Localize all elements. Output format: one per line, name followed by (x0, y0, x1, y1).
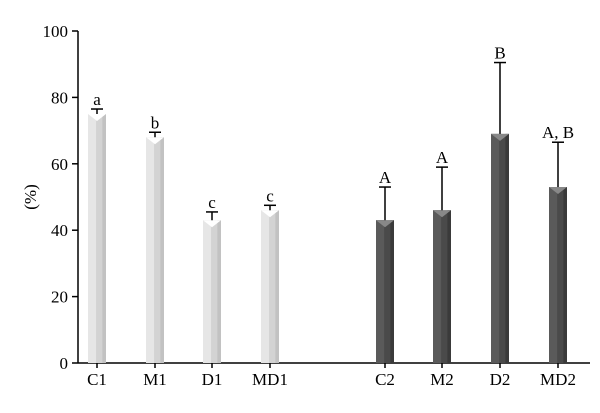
bar (203, 220, 221, 363)
y-tick-label: 60 (51, 155, 68, 174)
bar-highlight (203, 220, 212, 363)
bar (549, 187, 567, 363)
x-axis: C1 M1 D1 MD1 C2 M2 D2 MD2 (78, 362, 590, 389)
error-bar (91, 108, 103, 114)
bar-top-notch (261, 210, 279, 218)
bar-shadow (505, 133, 509, 363)
error-bar (379, 186, 391, 221)
x-tick-label: C2 (375, 370, 395, 389)
significance-label: b (151, 113, 160, 132)
bar-shadow (563, 187, 567, 363)
bar (261, 210, 279, 363)
bar-top-notch (88, 114, 106, 121)
bar-highlight (88, 114, 97, 363)
bar-highlight (146, 137, 155, 363)
bar-highlight (433, 210, 442, 363)
bar-shadow (275, 210, 279, 363)
y-axis-label: (%) (21, 184, 40, 209)
bar (376, 220, 394, 363)
significance-label: c (266, 186, 274, 205)
bar-highlight (549, 187, 558, 363)
y-tick-label: 0 (60, 354, 69, 373)
bar (491, 133, 509, 363)
significance-label: a (93, 90, 101, 109)
x-tick-label: M1 (143, 370, 167, 389)
y-tick-label: 20 (51, 288, 68, 307)
bar-shadow (217, 220, 221, 363)
error-bar (436, 166, 448, 211)
bar-top-notch (146, 137, 164, 145)
bar-shadow (390, 220, 394, 363)
bar-highlight (261, 210, 270, 363)
bars (88, 114, 567, 363)
significance-label: A, B (542, 123, 574, 142)
bar-shadow (102, 114, 106, 363)
y-axis: 0 20 40 60 80 100 (43, 22, 79, 373)
bar (88, 114, 106, 363)
error-bar (552, 141, 564, 188)
bar-top-notch (376, 220, 394, 228)
bar-shadow (160, 137, 164, 363)
significance-label: c (208, 193, 216, 212)
x-tick-label: MD1 (252, 370, 288, 389)
error-bar (494, 61, 506, 134)
error-bar (264, 204, 276, 211)
bar-highlight (491, 133, 500, 363)
bar (433, 210, 451, 363)
x-tick-label: D1 (202, 370, 223, 389)
bar-shadow (447, 210, 451, 363)
error-bar (206, 211, 218, 221)
y-tick-label: 100 (43, 22, 69, 41)
bar-top-notch (203, 220, 221, 228)
x-tick-label: D2 (490, 370, 511, 389)
significance-labels: a b c c A A B A, B (93, 44, 574, 212)
error-bars (91, 61, 564, 221)
bar-top-notch (549, 187, 567, 195)
error-bar (149, 131, 161, 138)
y-tick-label: 40 (51, 221, 68, 240)
x-tick-label: M2 (430, 370, 454, 389)
bar (146, 137, 164, 363)
bar-highlight (376, 220, 385, 363)
significance-label: B (494, 44, 505, 63)
bar-top-notch (433, 210, 451, 218)
x-tick-label: MD2 (540, 370, 576, 389)
y-tick-label: 80 (51, 88, 68, 107)
x-tick-label: C1 (87, 370, 107, 389)
significance-label: A (436, 148, 449, 167)
bar-top-notch (491, 133, 509, 141)
significance-label: A (379, 168, 392, 187)
